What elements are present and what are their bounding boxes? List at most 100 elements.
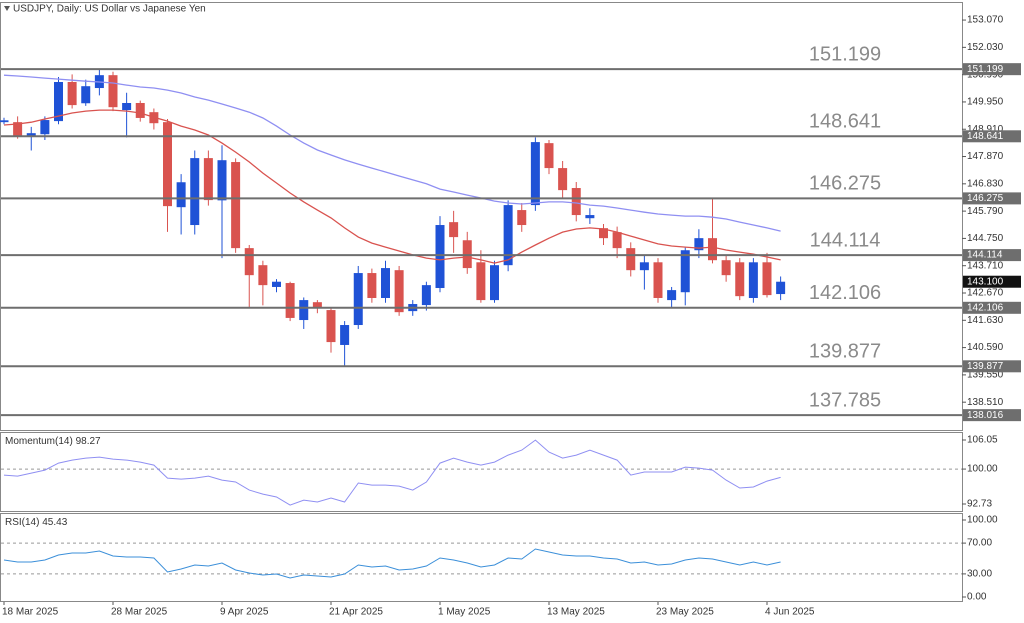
x-tick-label: 13 May 2025 bbox=[547, 607, 605, 618]
indicator-line bbox=[3, 439, 781, 506]
level-label: 148.641 bbox=[809, 111, 881, 133]
level-axis-label: 151.199 bbox=[967, 64, 1004, 75]
indicator-line bbox=[3, 548, 781, 579]
candle-body bbox=[108, 75, 118, 108]
level-axis-label: 144.114 bbox=[967, 250, 1003, 261]
candle-body bbox=[190, 158, 200, 226]
candle-body bbox=[285, 283, 295, 318]
y-tick-label: 143.710 bbox=[967, 260, 1004, 271]
candle-body bbox=[776, 281, 786, 295]
candle-body bbox=[381, 268, 390, 298]
y-tick-label: 100.00 bbox=[967, 515, 998, 526]
candle-body bbox=[421, 285, 431, 306]
candle-body bbox=[626, 248, 636, 271]
candle-body bbox=[721, 260, 731, 276]
candle-body bbox=[67, 81, 77, 106]
candle-body bbox=[272, 281, 281, 287]
candle-body bbox=[599, 228, 608, 239]
candle-body bbox=[244, 248, 254, 276]
candle-body bbox=[135, 102, 145, 118]
candle-body bbox=[394, 270, 404, 313]
last-price-box bbox=[963, 275, 1021, 288]
candle-body bbox=[203, 158, 213, 201]
x-tick-label: 4 Jun 2025 bbox=[765, 607, 815, 618]
level-axis-label: 138.016 bbox=[967, 410, 1004, 421]
x-tick-label: 21 Apr 2025 bbox=[329, 607, 383, 618]
y-tick-label: 0.00 bbox=[967, 592, 987, 603]
candle-body bbox=[54, 81, 63, 122]
title-icon bbox=[4, 6, 10, 11]
x-tick-label: 1 May 2025 bbox=[438, 607, 491, 618]
level-label: 142.106 bbox=[809, 282, 881, 304]
moving-average bbox=[3, 74, 781, 232]
candle-body bbox=[667, 290, 677, 301]
candle-body bbox=[258, 265, 268, 286]
candle-body bbox=[122, 102, 132, 111]
candle-body bbox=[326, 310, 336, 343]
candle-body bbox=[312, 302, 322, 308]
level-axis-label: 148.641 bbox=[967, 131, 1004, 142]
plot-layer: 153.070152.030150.990149.950148.910147.8… bbox=[0, 15, 1021, 618]
y-tick-label: 139.550 bbox=[967, 370, 1004, 381]
y-tick-label: 70.00 bbox=[967, 538, 992, 549]
candle-body bbox=[476, 262, 486, 301]
level-label: 151.199 bbox=[809, 43, 881, 65]
x-tick-label: 28 Mar 2025 bbox=[111, 607, 168, 618]
momentum-label: Momentum(14) 98.27 bbox=[5, 436, 101, 447]
rsi-panel bbox=[0, 513, 963, 602]
candle-body bbox=[81, 86, 91, 104]
candle-body bbox=[163, 122, 172, 207]
candle-body bbox=[653, 262, 663, 298]
y-tick-label: 140.590 bbox=[967, 342, 1004, 353]
y-tick-label: 149.950 bbox=[967, 97, 1004, 108]
y-tick-label: 152.030 bbox=[967, 42, 1004, 53]
candle-body bbox=[585, 215, 595, 219]
candle-body bbox=[748, 262, 758, 298]
indicator-value: 98.27 bbox=[76, 436, 101, 447]
candle-body bbox=[503, 205, 513, 266]
y-tick-label: 144.750 bbox=[967, 233, 1004, 244]
level-axis-box bbox=[963, 192, 1021, 205]
level-axis-box bbox=[963, 360, 1021, 373]
y-tick-label: 153.070 bbox=[967, 15, 1004, 26]
candle-body bbox=[530, 142, 540, 206]
candle-body bbox=[0, 120, 9, 123]
candle-body bbox=[449, 222, 459, 238]
level-axis-label: 139.877 bbox=[967, 361, 1004, 372]
candle-body bbox=[571, 188, 581, 216]
rsi-label: RSI(14) 45.43 bbox=[5, 517, 68, 528]
chart-title: USDJPY, Daily: US Dollar vs Japanese Yen bbox=[13, 4, 206, 15]
level-axis-box bbox=[963, 249, 1021, 262]
level-label: 137.785 bbox=[809, 389, 881, 411]
level-label: 144.114 bbox=[810, 229, 881, 251]
y-tick-label: 138.510 bbox=[967, 397, 1004, 408]
candle-body bbox=[694, 238, 704, 251]
candle-body bbox=[708, 238, 717, 261]
level-axis-label: 146.275 bbox=[967, 193, 1004, 204]
candle-body bbox=[13, 122, 23, 137]
y-tick-label: 147.870 bbox=[967, 151, 1004, 162]
candle-body bbox=[26, 133, 36, 137]
x-tick-label: 23 May 2025 bbox=[656, 607, 714, 618]
last-price-label: 143.100 bbox=[967, 276, 1004, 287]
x-tick-label: 18 Mar 2025 bbox=[2, 607, 59, 618]
candle-body bbox=[40, 120, 50, 135]
moving-average bbox=[3, 109, 781, 264]
y-tick-label: 145.790 bbox=[967, 206, 1004, 217]
y-tick-label: 146.830 bbox=[967, 178, 1004, 189]
candle-body bbox=[680, 250, 690, 293]
candle-body bbox=[735, 262, 745, 297]
y-tick-label: 141.630 bbox=[967, 315, 1004, 326]
level-axis-box bbox=[963, 63, 1021, 76]
indicator-name: Momentum(14) bbox=[5, 436, 73, 447]
candle-body bbox=[490, 265, 499, 301]
candle-body bbox=[517, 210, 527, 226]
x-tick-label: 9 Apr 2025 bbox=[220, 607, 269, 618]
indicator-name: RSI(14) bbox=[5, 517, 39, 528]
candle-body bbox=[217, 160, 227, 201]
y-tick-label: 142.670 bbox=[967, 288, 1004, 299]
candle-body bbox=[544, 143, 554, 169]
candle-body bbox=[558, 168, 568, 191]
